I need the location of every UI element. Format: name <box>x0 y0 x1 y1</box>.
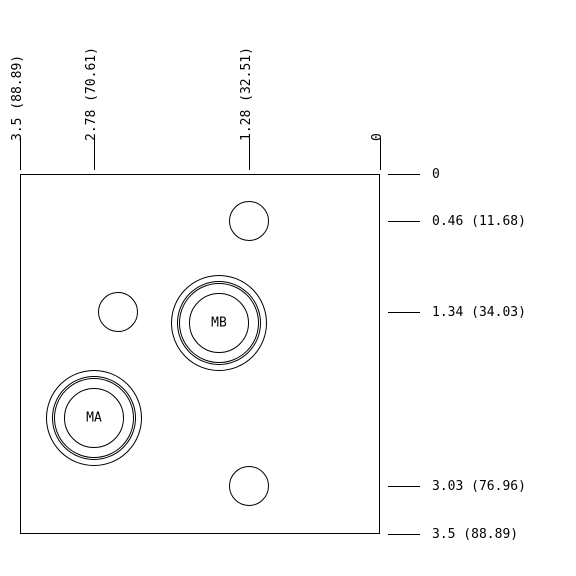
right-tick <box>388 221 420 222</box>
right-tick <box>388 534 420 535</box>
top-tick <box>20 138 21 170</box>
top-dimension-label: 2.78 (70.61) <box>84 47 99 141</box>
right-dimension-label: 3.5 (88.89) <box>432 527 518 542</box>
hole <box>98 292 138 332</box>
top-tick <box>249 138 250 170</box>
top-dimension-label: 1.28 (32.51) <box>239 47 254 141</box>
right-dimension-label: 3.03 (76.96) <box>432 479 526 494</box>
right-dimension-label: 1.34 (34.03) <box>432 305 526 320</box>
top-dimension-label: 3.5 (88.89) <box>10 55 25 141</box>
right-tick <box>388 312 420 313</box>
top-dimension-label: 0 <box>370 133 385 141</box>
port-label: MA <box>86 411 102 426</box>
hole <box>229 201 269 241</box>
hole <box>229 466 269 506</box>
port-label: MB <box>211 316 227 331</box>
right-dimension-label: 0.46 (11.68) <box>432 214 526 229</box>
right-tick <box>388 174 420 175</box>
right-dimension-label: 0 <box>432 167 440 182</box>
top-tick <box>94 138 95 170</box>
right-tick <box>388 486 420 487</box>
top-tick <box>380 138 381 170</box>
